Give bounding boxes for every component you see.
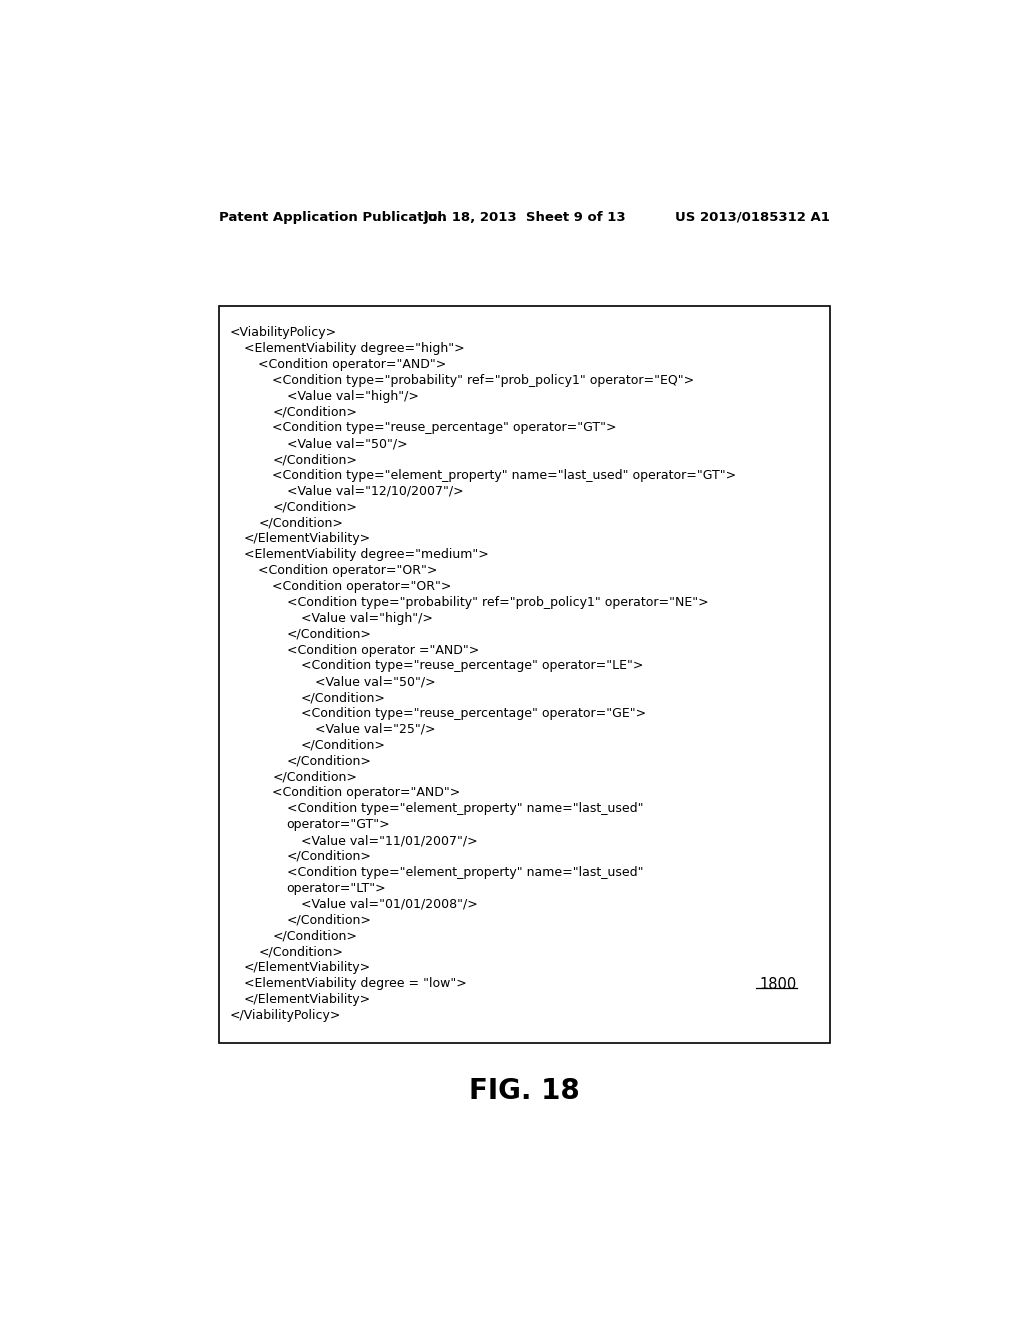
Text: <Condition type="element_property" name="last_used": <Condition type="element_property" name=… xyxy=(287,803,643,816)
Text: <Condition type="reuse_percentage" operator="GT">: <Condition type="reuse_percentage" opera… xyxy=(272,421,616,434)
Text: <Condition operator ="AND">: <Condition operator ="AND"> xyxy=(287,644,479,656)
Text: <Condition type="probability" ref="prob_policy1" operator="NE">: <Condition type="probability" ref="prob_… xyxy=(287,595,709,609)
Text: <Condition type="element_property" name="last_used": <Condition type="element_property" name=… xyxy=(287,866,643,879)
Text: </Condition>: </Condition> xyxy=(287,850,372,863)
Text: <Value val="50"/>: <Value val="50"/> xyxy=(287,437,408,450)
Text: </Condition>: </Condition> xyxy=(287,755,372,768)
Text: <Value val="12/10/2007"/>: <Value val="12/10/2007"/> xyxy=(287,484,463,498)
Text: <Condition type="probability" ref="prob_policy1" operator="EQ">: <Condition type="probability" ref="prob_… xyxy=(272,374,694,387)
Text: <Value val="01/01/2008"/>: <Value val="01/01/2008"/> xyxy=(301,898,478,911)
Text: </ElementViability>: </ElementViability> xyxy=(244,961,371,974)
Text: <ElementViability degree="high">: <ElementViability degree="high"> xyxy=(244,342,465,355)
Text: </Condition>: </Condition> xyxy=(272,453,357,466)
Text: <Condition operator="AND">: <Condition operator="AND"> xyxy=(272,787,461,800)
Text: <Value val="25"/>: <Value val="25"/> xyxy=(315,723,436,737)
Text: </Condition>: </Condition> xyxy=(272,500,357,513)
Text: </Condition>: </Condition> xyxy=(272,929,357,942)
Text: </ElementViability>: </ElementViability> xyxy=(244,532,371,545)
Text: </ElementViability>: </ElementViability> xyxy=(244,993,371,1006)
Text: 1800: 1800 xyxy=(760,977,797,991)
Text: <Condition type="reuse_percentage" operator="GE">: <Condition type="reuse_percentage" opera… xyxy=(301,708,646,721)
Text: <Value val="50"/>: <Value val="50"/> xyxy=(315,676,436,688)
Text: <ViabilityPolicy>: <ViabilityPolicy> xyxy=(229,326,337,339)
Text: <Condition operator="OR">: <Condition operator="OR"> xyxy=(272,579,452,593)
Text: operator="LT">: operator="LT"> xyxy=(287,882,386,895)
Text: Jul. 18, 2013  Sheet 9 of 13: Jul. 18, 2013 Sheet 9 of 13 xyxy=(424,211,626,224)
Text: Patent Application Publication: Patent Application Publication xyxy=(219,211,447,224)
Text: <Condition type="element_property" name="last_used" operator="GT">: <Condition type="element_property" name=… xyxy=(272,469,736,482)
Text: </Condition>: </Condition> xyxy=(258,516,343,529)
Text: <Condition operator="OR">: <Condition operator="OR"> xyxy=(258,564,437,577)
Text: <Condition operator="AND">: <Condition operator="AND"> xyxy=(258,358,446,371)
Text: <Value val="11/01/2007"/>: <Value val="11/01/2007"/> xyxy=(301,834,477,847)
Text: <ElementViability degree = "low">: <ElementViability degree = "low"> xyxy=(244,977,467,990)
Text: </Condition>: </Condition> xyxy=(287,628,372,640)
Text: </Condition>: </Condition> xyxy=(287,913,372,927)
Text: <ElementViability degree="medium">: <ElementViability degree="medium"> xyxy=(244,548,488,561)
FancyBboxPatch shape xyxy=(219,306,830,1043)
Text: </Condition>: </Condition> xyxy=(301,739,386,752)
Text: </ViabilityPolicy>: </ViabilityPolicy> xyxy=(229,1008,341,1022)
Text: </Condition>: </Condition> xyxy=(272,405,357,418)
Text: <Value val="high"/>: <Value val="high"/> xyxy=(287,389,419,403)
Text: US 2013/0185312 A1: US 2013/0185312 A1 xyxy=(676,211,830,224)
Text: FIG. 18: FIG. 18 xyxy=(469,1077,581,1105)
Text: operator="GT">: operator="GT"> xyxy=(287,818,390,832)
Text: </Condition>: </Condition> xyxy=(258,945,343,958)
Text: </Condition>: </Condition> xyxy=(301,692,386,704)
Text: <Value val="high"/>: <Value val="high"/> xyxy=(301,612,433,624)
Text: </Condition>: </Condition> xyxy=(272,771,357,784)
Text: <Condition type="reuse_percentage" operator="LE">: <Condition type="reuse_percentage" opera… xyxy=(301,660,643,672)
